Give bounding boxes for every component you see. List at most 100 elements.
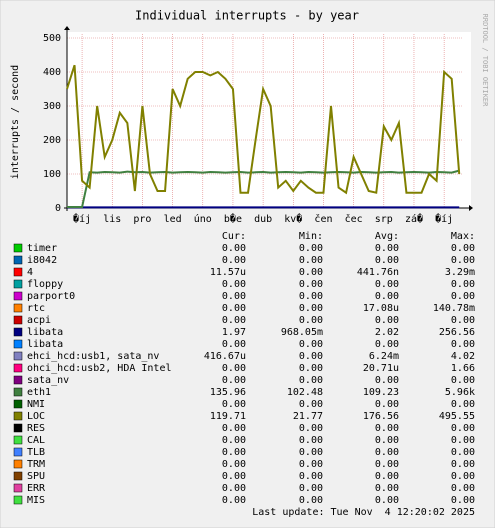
x-tick-label: kv�	[284, 213, 302, 225]
legend-value: 21.77	[293, 411, 323, 422]
legend-swatch	[13, 387, 23, 397]
x-tick-label: dub	[254, 214, 272, 225]
y-axis-label: interrupts / second	[10, 65, 21, 179]
legend-value: 0.00	[451, 435, 475, 446]
footer: Last update: Tue Nov 4 12:20:02 2025	[252, 507, 475, 518]
legend-value: 0.00	[222, 255, 246, 266]
legend-label: TRM	[27, 459, 45, 470]
legend-swatch	[13, 363, 23, 373]
legend-value: 0.00	[299, 351, 323, 362]
legend-swatch	[13, 339, 23, 349]
x-tick-label: lis	[103, 214, 121, 225]
legend-label: acpi	[27, 315, 51, 326]
legend-value: 0.00	[299, 459, 323, 470]
legend-value: 0.00	[222, 243, 246, 254]
legend-swatch	[13, 459, 23, 469]
legend-value: 0.00	[222, 483, 246, 494]
axis-arrow	[469, 205, 473, 211]
legend-value: 0.00	[299, 291, 323, 302]
legend-swatch	[13, 483, 23, 493]
legend-value: 0.00	[299, 267, 323, 278]
legend-label: SPU	[27, 471, 45, 482]
legend-label: ERR	[27, 483, 46, 494]
legend-value: 0.00	[299, 483, 323, 494]
series-line	[66, 64, 461, 195]
x-tick-label: úno	[194, 213, 212, 225]
legend-label: floppy	[27, 279, 63, 290]
legend-swatch	[13, 495, 23, 505]
legend-value: 0.00	[375, 279, 399, 290]
legend-value: 0.00	[451, 447, 475, 458]
x-tick-label: čen	[314, 213, 332, 225]
legend-swatch	[13, 399, 23, 409]
legend-value: 0.00	[299, 375, 323, 386]
legend-value: 0.00	[299, 435, 323, 446]
legend-value: 0.00	[375, 255, 399, 266]
legend-label: ehci_hcd:usb1, sata_nv	[27, 351, 159, 362]
legend-label: ohci_hcd:usb2, HDA Intel	[27, 363, 172, 374]
legend-value: 0.00	[222, 459, 246, 470]
legend-label: RES	[27, 423, 45, 434]
legend-value: 176.56	[363, 411, 399, 422]
legend-label: sata_nv	[27, 375, 69, 386]
y-tick-label: 200	[43, 135, 61, 146]
legend-value: 1.66	[451, 363, 475, 374]
legend-value: 0.00	[299, 423, 323, 434]
legend-label: MIS	[27, 495, 45, 506]
legend-value: 0.00	[451, 243, 475, 254]
legend-value: 0.00	[222, 447, 246, 458]
legend-value: 1.97	[222, 327, 246, 338]
legend-swatch	[13, 471, 23, 481]
legend-value: 0.00	[299, 279, 323, 290]
legend-value: 0.00	[222, 339, 246, 350]
legend-swatch	[13, 423, 23, 433]
legend-value: 0.00	[375, 339, 399, 350]
column-header: Avg:	[375, 231, 399, 242]
legend-label: CAL	[27, 435, 45, 446]
legend-value: 0.00	[222, 279, 246, 290]
x-tick-label: pro	[133, 214, 151, 225]
legend-value: 0.00	[299, 315, 323, 326]
legend-value: 0.00	[222, 399, 246, 410]
legend-value: 0.00	[375, 483, 399, 494]
legend-value: 0.00	[222, 471, 246, 482]
legend-value: 0.00	[299, 363, 323, 374]
legend-value: 2.02	[375, 327, 399, 338]
legend-value: 109.23	[363, 387, 399, 398]
legend-label: NMI	[27, 399, 45, 410]
plot-area	[67, 32, 471, 208]
column-header: Cur:	[222, 231, 246, 242]
x-tick-label: �íj	[435, 213, 453, 225]
legend-value: 0.00	[375, 375, 399, 386]
legend-value: 0.00	[451, 471, 475, 482]
legend-value: 0.00	[299, 471, 323, 482]
y-tick-label: 500	[43, 33, 61, 44]
legend-value: 0.00	[222, 435, 246, 446]
legend-swatch	[13, 315, 23, 325]
legend-value: 0.00	[375, 447, 399, 458]
legend-value: 0.00	[299, 495, 323, 506]
legend-value: 0.00	[299, 243, 323, 254]
legend-value: 416.67u	[204, 351, 246, 362]
legend-value: 0.00	[451, 399, 475, 410]
chart-title: Individual interrupts - by year	[135, 9, 359, 23]
legend-value: 119.71	[210, 411, 246, 422]
legend-value: 0.00	[222, 423, 246, 434]
y-tick-label: 400	[43, 67, 61, 78]
legend-label: LOC	[27, 411, 45, 422]
y-tick-label: 100	[43, 169, 61, 180]
legend-value: 0.00	[299, 339, 323, 350]
legend-swatch	[13, 351, 23, 361]
legend-label: libata	[27, 339, 63, 350]
legend-value: 0.00	[222, 303, 246, 314]
legend-swatch	[13, 279, 23, 289]
legend-value: 3.29m	[445, 267, 475, 278]
y-tick-label: 0	[55, 203, 61, 214]
legend-value: 0.00	[451, 483, 475, 494]
legend-label: rtc	[27, 303, 45, 314]
legend-swatch	[13, 411, 23, 421]
legend-value: 0.00	[451, 255, 475, 266]
legend-label: i8042	[27, 255, 57, 266]
legend-swatch	[13, 243, 23, 253]
